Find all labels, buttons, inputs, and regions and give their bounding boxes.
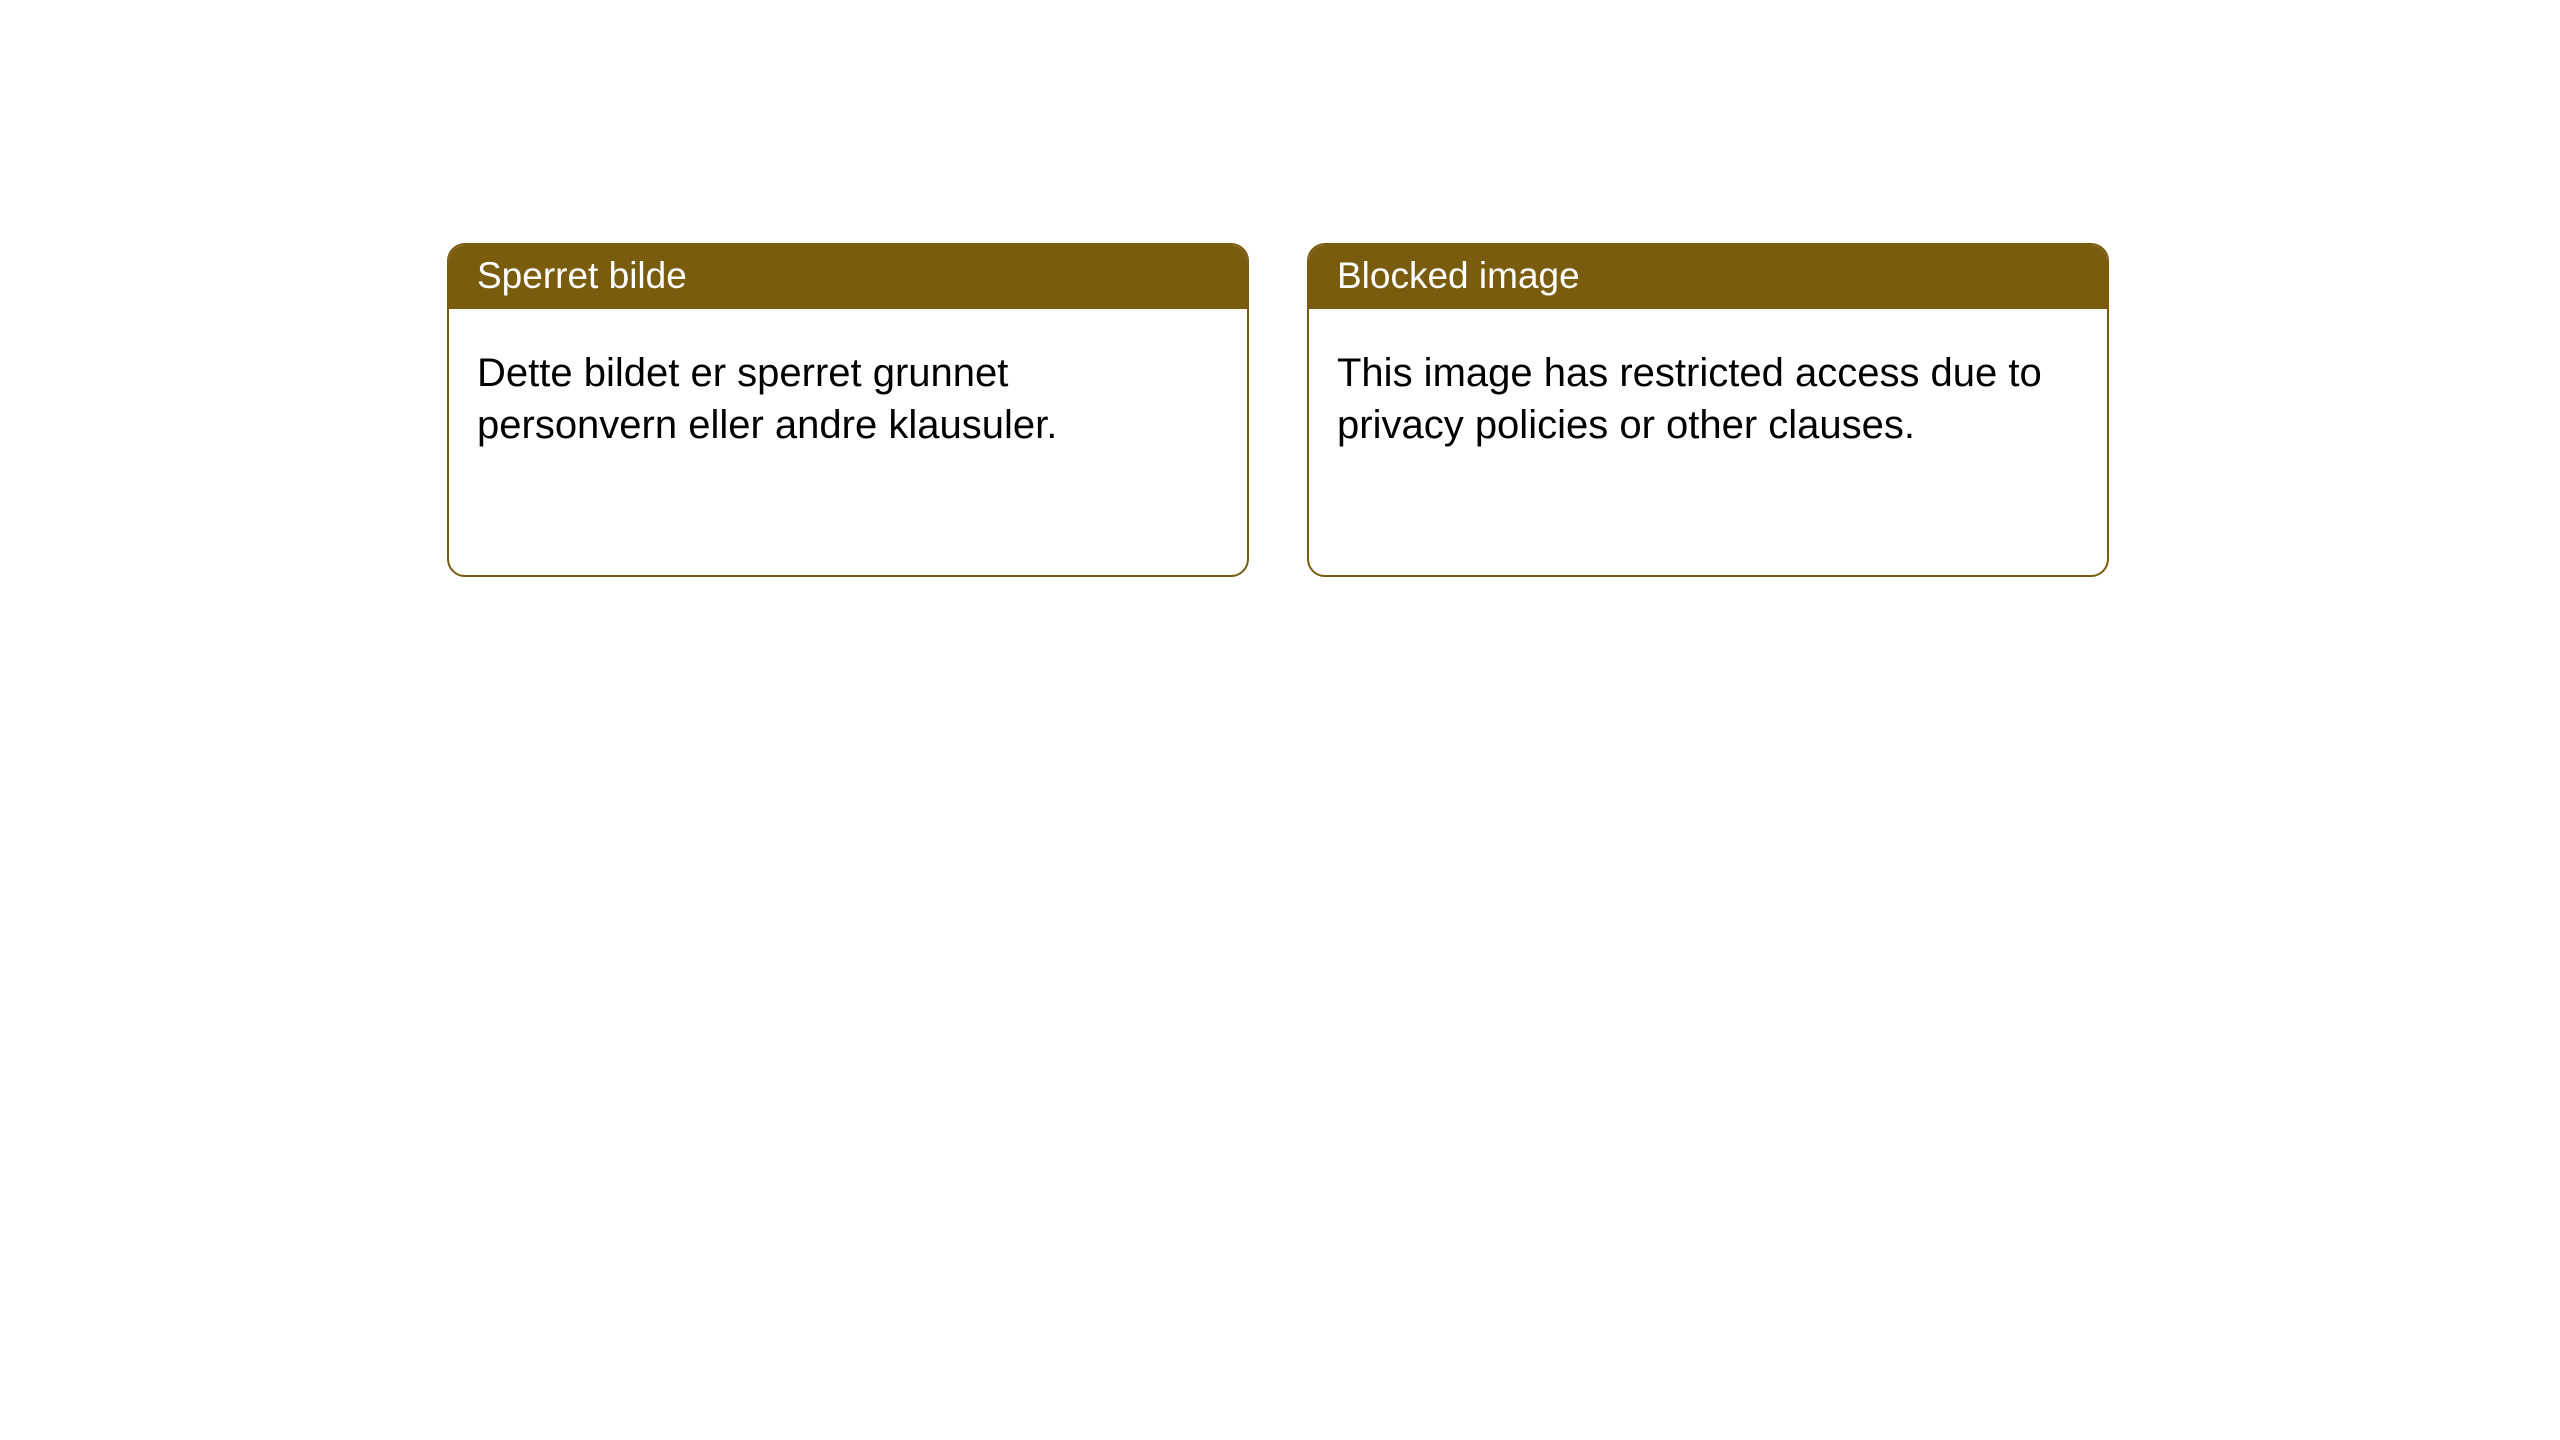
notice-card-norwegian: Sperret bilde Dette bildet er sperret gr… xyxy=(447,243,1249,577)
card-title: Blocked image xyxy=(1337,255,1580,296)
card-body-text: Dette bildet er sperret grunnet personve… xyxy=(477,351,1057,447)
card-body-text: This image has restricted access due to … xyxy=(1337,351,2042,447)
card-header: Blocked image xyxy=(1309,245,2107,309)
notice-card-english: Blocked image This image has restricted … xyxy=(1307,243,2109,577)
card-title: Sperret bilde xyxy=(477,255,687,296)
card-header: Sperret bilde xyxy=(449,245,1247,309)
notice-cards-container: Sperret bilde Dette bildet er sperret gr… xyxy=(447,243,2109,577)
card-body: This image has restricted access due to … xyxy=(1309,309,2107,479)
card-body: Dette bildet er sperret grunnet personve… xyxy=(449,309,1247,479)
